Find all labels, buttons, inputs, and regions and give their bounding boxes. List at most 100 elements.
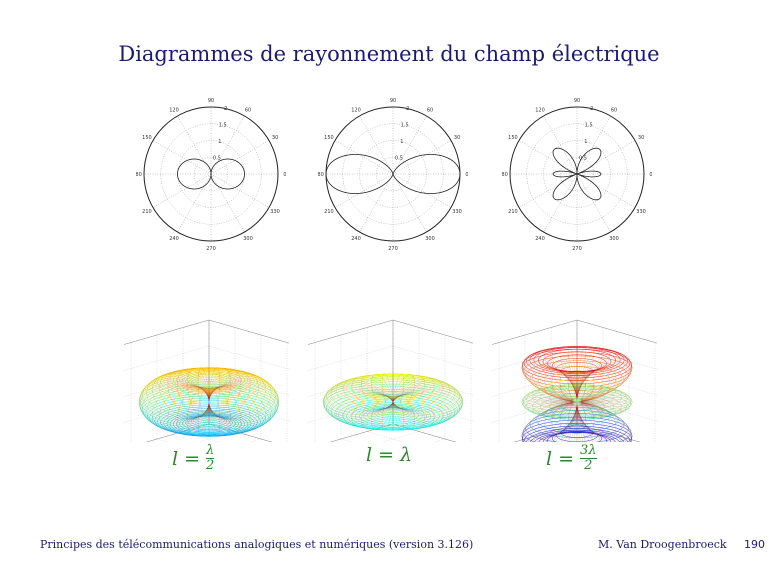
polar-grid-spoke bbox=[359, 173, 394, 233]
surface-mesh-meridian bbox=[208, 376, 276, 422]
grid-line bbox=[124, 371, 210, 397]
surface-mesh-ring bbox=[346, 402, 440, 430]
grid-line bbox=[197, 431, 236, 442]
polar-plot-2: 90603003303002702402101801501200.511.52 bbox=[318, 98, 468, 252]
grid-line bbox=[182, 431, 221, 442]
surface-mesh-meridian bbox=[576, 347, 603, 434]
surface-mesh-meridian bbox=[208, 373, 266, 420]
polar-radius-label: 1 bbox=[584, 139, 587, 145]
surface-mesh-ring bbox=[199, 413, 219, 420]
surface-mesh-ring bbox=[323, 379, 463, 421]
grid-line bbox=[492, 319, 578, 345]
surface-mesh-ring bbox=[176, 414, 242, 434]
polar-angle-label: 0 bbox=[465, 172, 468, 178]
surface-mesh-ring bbox=[325, 388, 461, 428]
fraction: λ 2 bbox=[206, 443, 215, 474]
polar-grid-spoke bbox=[334, 173, 394, 208]
polar-angle-label: 150 bbox=[324, 135, 334, 141]
surface-mesh-ring bbox=[328, 391, 458, 430]
fraction-bar bbox=[580, 458, 597, 460]
polar-grid-spoke bbox=[518, 173, 578, 208]
surface-mesh-meridian bbox=[392, 393, 450, 425]
surface-mesh-meridian bbox=[392, 390, 460, 421]
polar-angle-label: 60 bbox=[245, 108, 251, 114]
radiation-pattern-curve bbox=[552, 147, 602, 201]
polar-grid-spoke bbox=[152, 140, 212, 175]
radiation-3d-plot-3: 10.50-0.5-110.50-0.5-110.50-0.5-1 bbox=[492, 319, 657, 442]
surface-mesh-meridian bbox=[392, 395, 405, 431]
grid-line bbox=[392, 345, 473, 370]
grid-line bbox=[124, 319, 210, 345]
polar-grid-spoke bbox=[576, 173, 636, 208]
surface-mesh-meridian bbox=[524, 363, 577, 442]
surface-mesh-meridian bbox=[208, 368, 231, 417]
surface-mesh-meridian bbox=[343, 378, 394, 411]
surface-mesh-meridian bbox=[323, 385, 394, 415]
surface-mesh-meridian bbox=[532, 366, 577, 442]
surface-mesh-meridian bbox=[392, 375, 425, 409]
surface-mesh-meridian bbox=[392, 385, 463, 415]
surface-mesh-meridian bbox=[392, 378, 443, 411]
polar-grid-circle bbox=[376, 157, 410, 191]
surface-mesh-meridian bbox=[142, 376, 210, 422]
radiation-3d-plot-2: 10.50-0.5-110.50-0.5-110.50-0.5-1 bbox=[308, 319, 473, 442]
radiation-pattern-curve bbox=[325, 154, 461, 194]
surface-mesh-meridian bbox=[577, 350, 617, 436]
surface-mesh-meridian bbox=[351, 394, 394, 428]
surface-mesh-ring bbox=[322, 381, 464, 423]
polar-angle-label: 240 bbox=[535, 236, 545, 242]
surface-mesh-ring bbox=[522, 416, 632, 442]
polar-angle-label: 30 bbox=[454, 135, 460, 141]
surface-mesh-ring bbox=[363, 406, 423, 425]
surface-mesh-meridian bbox=[522, 357, 577, 442]
surface-mesh-meridian bbox=[197, 367, 210, 417]
polar-angle-label: 270 bbox=[206, 246, 216, 252]
surface-mesh-meridian bbox=[392, 391, 456, 423]
surface-mesh-meridian bbox=[568, 346, 578, 433]
surface-mesh-ring bbox=[559, 400, 595, 411]
surface-mesh-meridian bbox=[208, 387, 231, 436]
grid-line bbox=[550, 431, 589, 442]
surface-mesh-ring bbox=[539, 386, 615, 409]
polar-grid-spoke bbox=[210, 173, 245, 233]
grid-line bbox=[381, 431, 420, 442]
surface-mesh-meridian bbox=[577, 368, 617, 442]
polar-radius-label: 2 bbox=[406, 106, 409, 112]
formula-full-wave: l = λ bbox=[366, 444, 412, 466]
axis-frame-edge bbox=[492, 319, 578, 345]
surface-mesh-ring bbox=[179, 371, 239, 389]
surface-mesh-meridian bbox=[146, 383, 210, 430]
surface-mesh-meridian bbox=[167, 386, 210, 434]
polar-plot-3: 90603003303002702402101801501200.511.52 bbox=[502, 98, 652, 252]
polar-grid-spoke bbox=[543, 173, 578, 233]
surface-mesh-meridian bbox=[392, 387, 464, 417]
surface-mesh-ring bbox=[549, 398, 605, 415]
polar-grid-spoke bbox=[177, 173, 212, 233]
polar-angle-label: 180 bbox=[318, 172, 324, 178]
polar-grid-spoke bbox=[210, 173, 270, 208]
grid-line bbox=[366, 431, 405, 442]
surface-mesh-ring bbox=[570, 420, 584, 425]
surface-mesh-meridian bbox=[326, 383, 394, 414]
grid-line bbox=[576, 319, 657, 344]
surface-mesh-meridian bbox=[177, 368, 210, 417]
polar-outer-circle bbox=[509, 106, 645, 242]
surface-mesh-meridian bbox=[208, 384, 266, 431]
fraction-numerator: 3λ bbox=[580, 443, 597, 458]
grid-line bbox=[340, 438, 353, 442]
surface-mesh-ring bbox=[534, 431, 620, 442]
surface-mesh-ring bbox=[551, 403, 603, 419]
surface-mesh-meridian bbox=[208, 385, 259, 433]
surface-mesh-meridian bbox=[381, 373, 394, 409]
surface-mesh-ring bbox=[523, 425, 631, 442]
polar-angle-label: 120 bbox=[169, 108, 179, 114]
polar-grid-circle bbox=[194, 157, 228, 191]
polar-angle-label: 150 bbox=[142, 135, 152, 141]
grid-line bbox=[565, 431, 604, 442]
polar-angle-label: 30 bbox=[638, 135, 644, 141]
surface-mesh-meridian bbox=[392, 383, 460, 414]
surface-mesh-ring bbox=[139, 383, 279, 425]
surface-mesh-ring bbox=[363, 379, 423, 398]
surface-mesh-ring bbox=[197, 414, 221, 422]
surface-mesh-meridian bbox=[577, 369, 610, 442]
